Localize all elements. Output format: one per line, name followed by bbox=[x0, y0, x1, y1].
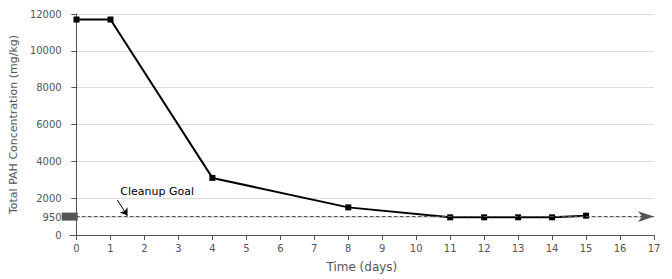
svg-text:Time (days): Time (days) bbox=[325, 260, 397, 274]
svg-text:9: 9 bbox=[379, 243, 385, 254]
svg-text:1: 1 bbox=[107, 243, 113, 254]
svg-text:950: 950 bbox=[43, 212, 62, 223]
svg-text:5: 5 bbox=[243, 243, 249, 254]
svg-text:16: 16 bbox=[614, 243, 627, 254]
svg-text:10000: 10000 bbox=[30, 45, 62, 56]
svg-text:15: 15 bbox=[580, 243, 593, 254]
svg-text:10: 10 bbox=[410, 243, 423, 254]
svg-text:4: 4 bbox=[209, 243, 215, 254]
svg-text:0: 0 bbox=[73, 243, 79, 254]
svg-text:2: 2 bbox=[141, 243, 147, 254]
svg-text:11: 11 bbox=[444, 243, 457, 254]
svg-text:0: 0 bbox=[55, 230, 61, 241]
svg-text:Cleanup Goal: Cleanup Goal bbox=[120, 185, 194, 198]
svg-text:Total PAH Concentration (mg/kg: Total PAH Concentration (mg/kg) bbox=[7, 35, 20, 215]
svg-text:8: 8 bbox=[345, 243, 351, 254]
svg-text:6: 6 bbox=[277, 243, 283, 254]
svg-text:7: 7 bbox=[311, 243, 317, 254]
svg-text:13: 13 bbox=[512, 243, 525, 254]
svg-text:12: 12 bbox=[478, 243, 491, 254]
svg-text:4000: 4000 bbox=[36, 156, 61, 167]
svg-text:17: 17 bbox=[648, 243, 661, 254]
svg-text:14: 14 bbox=[546, 243, 559, 254]
svg-text:6000: 6000 bbox=[36, 119, 61, 130]
svg-text:12000: 12000 bbox=[30, 9, 62, 20]
svg-text:2000: 2000 bbox=[36, 193, 61, 204]
svg-text:8000: 8000 bbox=[36, 82, 61, 93]
svg-text:3: 3 bbox=[175, 243, 181, 254]
